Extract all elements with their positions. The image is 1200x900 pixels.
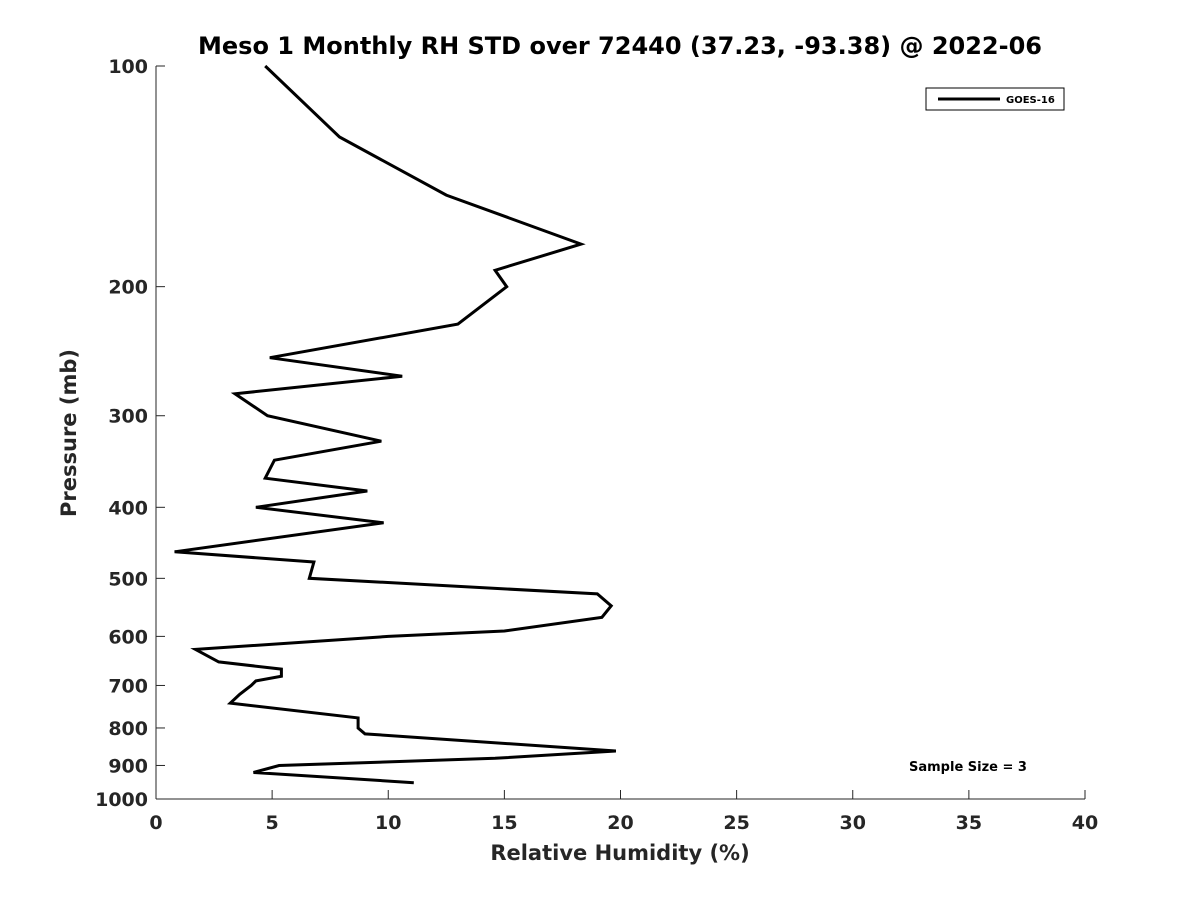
x-tick-label: 40 (1072, 812, 1098, 834)
x-tick-label: 25 (723, 812, 749, 834)
sample-size-annotation: Sample Size = 3 (909, 760, 1027, 775)
axes: 0 5 10 15 20 25 30 35 40 100 200 300 400 500 600 700 800… (95, 56, 1098, 834)
y-tick-label: 800 (108, 718, 148, 740)
y-tick-label: 400 (108, 497, 148, 519)
x-axis-label: Relative Humidity (%) (490, 841, 749, 865)
legend: GOES-16 (925, 87, 1065, 111)
chart-title: Meso 1 Monthly RH STD over 72440 (37.23,… (198, 32, 1042, 60)
x-tick-label: 20 (607, 812, 633, 834)
y-tick-label: 300 (108, 406, 148, 428)
x-tick-label: 10 (375, 812, 401, 834)
y-axis-label: Pressure (mb) (57, 349, 81, 517)
series-group (174, 64, 617, 785)
y-tick-label: 700 (108, 675, 148, 697)
y-tick-label: 100 (108, 56, 148, 78)
y-tick-label: 900 (108, 755, 148, 777)
x-tick-label: 30 (840, 812, 866, 834)
x-tick-label: 15 (491, 812, 517, 834)
x-tick-label: 35 (956, 812, 982, 834)
x-tick-label: 5 (266, 812, 279, 834)
legend-label-goes-16: GOES-16 (1006, 95, 1055, 106)
y-tick-label: 200 (108, 277, 148, 299)
x-tick-label: 0 (149, 812, 162, 834)
y-tick-label: 600 (108, 626, 148, 648)
series-line-goes-16 (174, 64, 617, 785)
y-tick-label: 1000 (95, 789, 148, 811)
y-tick-label: 500 (108, 568, 148, 590)
